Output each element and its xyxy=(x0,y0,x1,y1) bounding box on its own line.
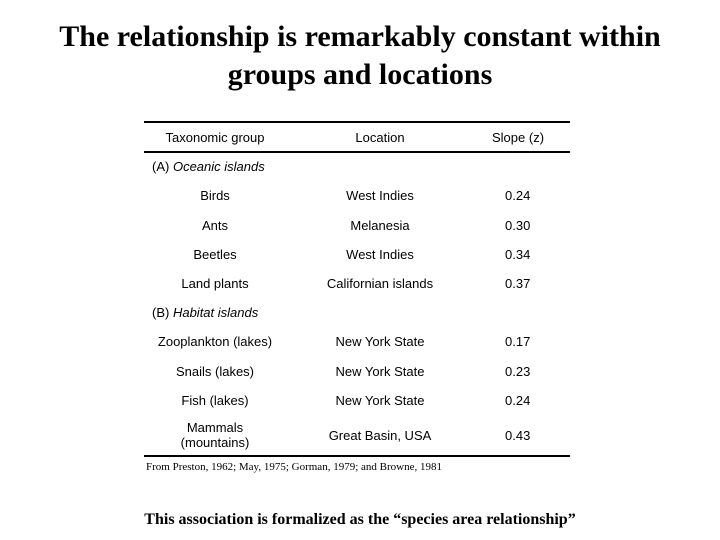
cell-slope: 0.24 xyxy=(505,188,531,203)
section-label-habitat: (B) Habitat islands xyxy=(152,305,259,320)
table-source-note: From Preston, 1962; May, 1975; Gorman, 1… xyxy=(146,461,442,473)
cell-group: Beetles xyxy=(193,247,237,262)
cell-group: Birds xyxy=(200,188,230,203)
cell-location: Melanesia xyxy=(350,218,410,233)
cell-location: Great Basin, USA xyxy=(328,428,432,443)
cell-group: Zooplankton (lakes) xyxy=(157,334,273,349)
cell-slope: 0.43 xyxy=(505,428,531,443)
slide-footer: This association is formalized as the “s… xyxy=(144,511,576,528)
cell-slope: 0.30 xyxy=(505,218,531,233)
cell-location: New York State xyxy=(335,364,425,379)
table-top-rule xyxy=(144,121,570,123)
cell-location: New York State xyxy=(335,334,425,349)
section-label-oceanic: (A) Oceanic islands xyxy=(152,159,265,174)
cell-location: New York State xyxy=(335,393,425,408)
header-bottom-rule xyxy=(144,151,570,153)
header-location: Location xyxy=(355,130,405,145)
cell-group: Mammals (mountains) xyxy=(180,420,250,450)
cell-location: Californian islands xyxy=(326,276,434,291)
cell-group: Snails (lakes) xyxy=(175,364,255,379)
cell-group: Ants xyxy=(201,218,228,233)
header-slope: Slope (z) xyxy=(492,130,545,145)
cell-location: West Indies xyxy=(346,247,414,262)
cell-slope: 0.24 xyxy=(505,393,531,408)
cell-group: Fish (lakes) xyxy=(181,393,249,408)
cell-slope: 0.37 xyxy=(505,276,531,291)
title-line-1: The relationship is remarkably constant … xyxy=(59,20,661,53)
cell-slope: 0.17 xyxy=(505,334,531,349)
cell-slope: 0.34 xyxy=(505,247,531,262)
cell-location: West Indies xyxy=(346,188,414,203)
slide-title: The relationship is remarkably constant … xyxy=(0,18,720,94)
title-line-2: groups and locations xyxy=(227,58,493,91)
cell-group: Land plants xyxy=(181,276,249,291)
table-bottom-rule xyxy=(144,455,570,457)
header-taxonomic-group: Taxonomic group xyxy=(165,130,265,145)
cell-slope: 0.23 xyxy=(505,364,531,379)
